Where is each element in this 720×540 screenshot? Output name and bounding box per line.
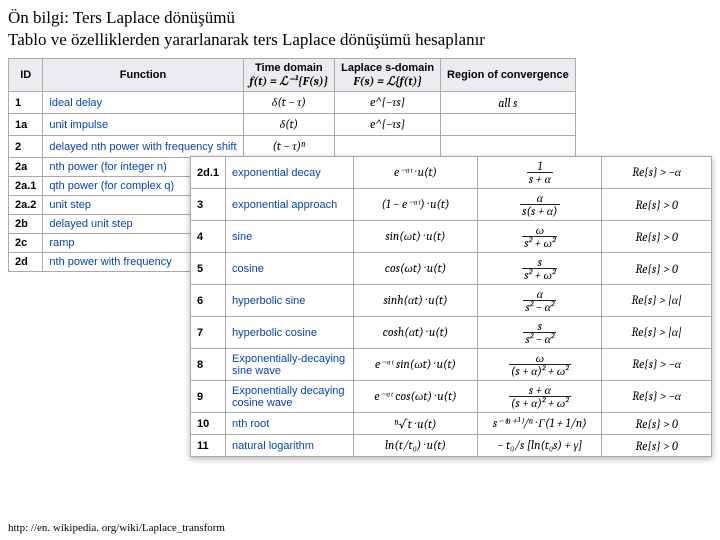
table-row: 1ideal delayδ(t − τ)e^{−τs}all s [9,92,576,114]
cell-id: 8 [191,349,226,381]
cell-id: 5 [191,253,226,285]
cell-roc: Re{s} > |α| [602,317,712,349]
cell-roc: Re{s} > −α [602,349,712,381]
cell-id: 2a.2 [9,196,43,215]
cell-id: 2a.1 [9,177,43,196]
cell-id: 3 [191,189,226,221]
cell-func: nth root [226,413,354,435]
cell-time: e⁻ᵅᵗ · u(t) [353,157,478,189]
table-row: 8Exponentially-decaying sine wavee⁻ᵅᵗ si… [191,349,712,381]
front-table: 2d.1exponential decaye⁻ᵅᵗ · u(t)1s + αRe… [190,156,712,457]
cell-id: 2b [9,215,43,234]
cell-lap: e^{−τs} [335,114,441,136]
cell-lap: ss² − α² [478,317,602,349]
cell-id: 10 [191,413,226,435]
cell-lap: 1s + α [478,157,602,189]
cell-func: exponential approach [226,189,354,221]
hdr-id: ID [9,59,43,92]
cell-lap: ω(s + α)² + ω² [478,349,602,381]
cell-id: 11 [191,435,226,457]
cell-id: 2 [9,136,43,158]
cell-time: (1 − e⁻ᵅᵗ) · u(t) [353,189,478,221]
cell-lap: ss² + ω² [478,253,602,285]
cell-id: 2d [9,253,43,272]
cell-id: 2d.1 [191,157,226,189]
table-row: 6hyperbolic sinesinh(αt) · u(t)αs² − α²R… [191,285,712,317]
cell-id: 7 [191,317,226,349]
cell-lap [335,136,441,158]
table-row: 9Exponentially decaying cosine wavee⁻ᵅᵗ … [191,381,712,413]
page-subtitle: Tablo ve özelliklerden yararlanarak ters… [8,30,712,50]
cell-lap: − t₀/s [ln(t₀s) + γ] [478,435,602,457]
table-row: 5cosinecos(ωt) · u(t)ss² + ω²Re{s} > 0 [191,253,712,285]
cell-time: cosh(αt) · u(t) [353,317,478,349]
table-row: 11natural logarithmln(t/t₀) · u(t)− t₀/s… [191,435,712,457]
cell-func: sine [226,221,354,253]
cell-id: 4 [191,221,226,253]
table-row: 4sinesin(ωt) · u(t)ωs² + ω²Re{s} > 0 [191,221,712,253]
page-title: Ön bilgi: Ters Laplace dönüşümü [8,8,712,28]
cell-func: cosine [226,253,354,285]
cell-lap: s + α(s + α)² + ω² [478,381,602,413]
table-row: 7hyperbolic cosinecosh(αt) · u(t)ss² − α… [191,317,712,349]
cell-time: δ(t − τ) [243,92,335,114]
cell-id: 2a [9,158,43,177]
hdr-lap: Laplace s-domainF(s) = ℒ{f(t)} [335,59,441,92]
cell-time: ln(t/t₀) · u(t) [353,435,478,457]
cell-lap: s⁻⁽ⁿ⁺¹⁾/ⁿ · Γ(1 + 1/n) [478,413,602,435]
cell-func: ideal delay [43,92,243,114]
cell-time: sinh(αt) · u(t) [353,285,478,317]
cell-roc: Re{s} > 0 [602,435,712,457]
cell-time: cos(ωt) · u(t) [353,253,478,285]
cell-lap: αs² − α² [478,285,602,317]
cell-roc: Re{s} > 0 [602,221,712,253]
hdr-time: Time domainf(t) = ℒ⁻¹{F(s)} [243,59,335,92]
cell-roc: Re{s} > 0 [602,413,712,435]
cell-roc: Re{s} > −α [602,157,712,189]
cell-roc: Re{s} > 0 [602,253,712,285]
cell-func: natural logarithm [226,435,354,457]
tables-container: ID Function Time domainf(t) = ℒ⁻¹{F(s)} … [8,58,712,488]
cell-roc [441,114,576,136]
cell-func: hyperbolic sine [226,285,354,317]
cell-func: exponential decay [226,157,354,189]
cell-func: unit impulse [43,114,243,136]
cell-roc: Re{s} > |α| [602,285,712,317]
cell-id: 1a [9,114,43,136]
cell-roc: Re{s} > −α [602,381,712,413]
footer-link: http: //en. wikipedia. org/wiki/Laplace_… [8,522,225,534]
cell-roc [441,136,576,158]
cell-time: ⁿ√t · u(t) [353,413,478,435]
cell-id: 9 [191,381,226,413]
table-row: 2delayed nth power with frequency shift(… [9,136,576,158]
cell-lap: ωs² + ω² [478,221,602,253]
cell-roc: all s [441,92,576,114]
cell-func: hyperbolic cosine [226,317,354,349]
cell-lap: e^{−τs} [335,92,441,114]
cell-func: delayed nth power with frequency shift [43,136,243,158]
table-row: 1aunit impulseδ(t)e^{−τs} [9,114,576,136]
cell-time: e⁻ᵅᵗ cos(ωt) · u(t) [353,381,478,413]
table-row: 2d.1exponential decaye⁻ᵅᵗ · u(t)1s + αRe… [191,157,712,189]
cell-time: (t − τ)ⁿ [243,136,335,158]
cell-func: Exponentially-decaying sine wave [226,349,354,381]
cell-time: sin(ωt) · u(t) [353,221,478,253]
table-row: 10nth rootⁿ√t · u(t)s⁻⁽ⁿ⁺¹⁾/ⁿ · Γ(1 + 1/… [191,413,712,435]
cell-time: δ(t) [243,114,335,136]
table-row: 3exponential approach(1 − e⁻ᵅᵗ) · u(t)αs… [191,189,712,221]
cell-roc: Re{s} > 0 [602,189,712,221]
hdr-func: Function [43,59,243,92]
hdr-roc: Region of convergence [441,59,576,92]
cell-id: 6 [191,285,226,317]
cell-lap: αs(s + α) [478,189,602,221]
cell-id: 2c [9,234,43,253]
cell-time: e⁻ᵅᵗ sin(ωt) · u(t) [353,349,478,381]
cell-id: 1 [9,92,43,114]
cell-func: Exponentially decaying cosine wave [226,381,354,413]
